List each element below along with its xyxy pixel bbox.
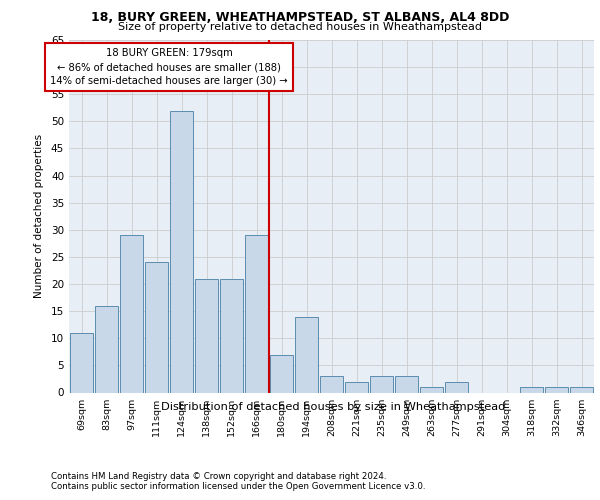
Bar (170, 110, 193, 392)
Bar (245, 235, 268, 392)
Bar (320, 376, 343, 392)
Bar (145, 262, 168, 392)
Bar (395, 376, 418, 392)
Bar (120, 235, 143, 392)
Y-axis label: Number of detached properties: Number of detached properties (34, 134, 44, 298)
Text: Contains HM Land Registry data © Crown copyright and database right 2024.: Contains HM Land Registry data © Crown c… (51, 472, 386, 481)
Bar (345, 382, 368, 392)
Bar (270, 354, 293, 393)
Text: Distribution of detached houses by size in Wheathampstead: Distribution of detached houses by size … (161, 402, 505, 412)
Text: Contains public sector information licensed under the Open Government Licence v3: Contains public sector information licen… (51, 482, 425, 491)
Bar (295, 316, 318, 392)
Bar (70, 333, 93, 392)
Bar (545, 387, 568, 392)
Bar (570, 387, 593, 392)
Bar (95, 306, 118, 392)
Bar (195, 278, 218, 392)
Bar (220, 278, 243, 392)
Text: 18, BURY GREEN, WHEATHAMPSTEAD, ST ALBANS, AL4 8DD: 18, BURY GREEN, WHEATHAMPSTEAD, ST ALBAN… (91, 11, 509, 24)
Bar (445, 382, 468, 392)
Text: Size of property relative to detached houses in Wheathampstead: Size of property relative to detached ho… (118, 22, 482, 32)
Bar (420, 387, 443, 392)
Bar (370, 376, 393, 392)
Bar (520, 387, 543, 392)
Text: 18 BURY GREEN: 179sqm
← 86% of detached houses are smaller (188)
14% of semi-det: 18 BURY GREEN: 179sqm ← 86% of detached … (50, 48, 288, 86)
